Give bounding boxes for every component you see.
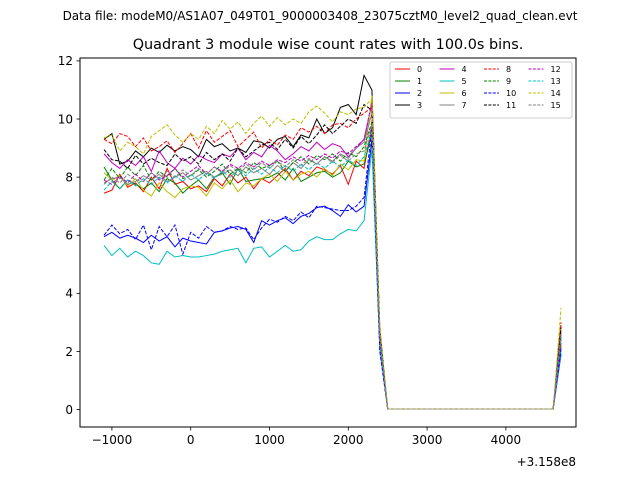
series-line-9	[103, 121, 562, 410]
legend-label-1: 1	[417, 77, 422, 86]
legend-label-2: 2	[417, 89, 422, 98]
series-line-8	[103, 106, 562, 410]
series-line-6	[103, 95, 562, 410]
legend-label-5: 5	[462, 77, 467, 86]
legend-label-8: 8	[506, 65, 511, 74]
series-line-7	[103, 113, 562, 410]
legend-label-14: 14	[551, 89, 561, 98]
series-line-3	[103, 73, 562, 410]
plot-area	[79, 57, 577, 428]
x-tick-label: 1000	[254, 433, 285, 447]
y-tick-label: 4	[65, 287, 73, 301]
y-axis: 0 2 4 6 8 10 12	[58, 54, 80, 417]
series-line-5	[103, 148, 562, 410]
legend-label-13: 13	[551, 77, 561, 86]
legend-label-3: 3	[417, 101, 422, 110]
series-line-2	[103, 139, 562, 410]
legend-label-6: 6	[462, 89, 467, 98]
x-tick-label: 0	[187, 433, 195, 447]
chart-title: Quadrant 3 module wise count rates with …	[133, 37, 524, 53]
legend-label-0: 0	[417, 65, 422, 74]
y-tick-label: 6	[65, 229, 73, 243]
series-line-11	[103, 103, 562, 410]
legend-label-15: 15	[551, 101, 561, 110]
x-tick-label: −1000	[92, 433, 133, 447]
x-axis: −1000 0 1000 2000 3000 4000	[92, 427, 522, 447]
plot-lines	[103, 73, 562, 410]
series-line-15	[103, 124, 562, 410]
x-tick-label: 3000	[412, 433, 443, 447]
x-offset-label: +3.158e8	[517, 455, 576, 469]
legend-label-7: 7	[462, 101, 467, 110]
series-line-1	[103, 133, 562, 410]
series-line-10	[103, 127, 562, 410]
legend-label-12: 12	[551, 65, 561, 74]
figure-suptitle: Data file: modeM0/AS1A07_049T01_90000034…	[63, 9, 578, 23]
y-tick-label: 10	[58, 112, 73, 126]
x-tick-label: 4000	[491, 433, 522, 447]
legend-label-11: 11	[506, 101, 516, 110]
legend-frame	[389, 61, 573, 119]
y-tick-label: 12	[58, 54, 73, 68]
x-tick-label: 2000	[333, 433, 364, 447]
y-tick-label: 0	[65, 403, 73, 417]
legend-label-10: 10	[506, 89, 516, 98]
y-tick-label: 8	[65, 170, 73, 184]
series-line-0	[103, 124, 562, 410]
legend-label-9: 9	[506, 77, 511, 86]
series-line-13	[103, 130, 562, 410]
y-tick-label: 2	[65, 345, 73, 359]
legend-label-4: 4	[462, 65, 467, 74]
series-line-14	[103, 97, 562, 410]
